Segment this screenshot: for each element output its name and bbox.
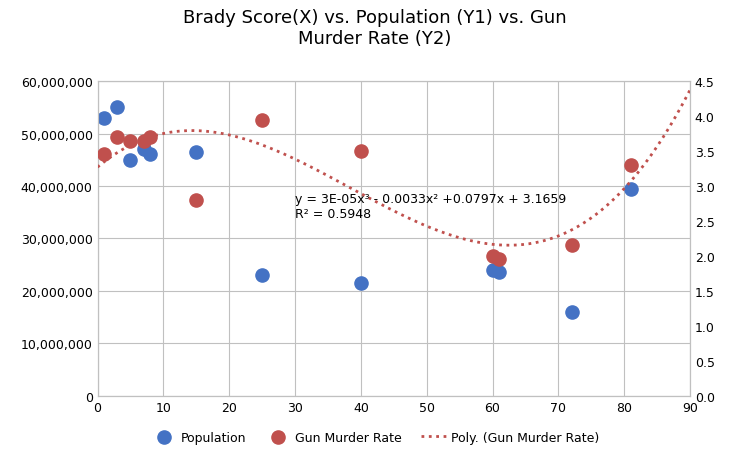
Poly. (Gun Murder Rate): [446, 233, 454, 238]
Population: [625, 186, 637, 193]
Population: [190, 149, 202, 156]
Population: [124, 157, 136, 164]
Gun Murder Rate: [355, 148, 367, 155]
Population: [493, 269, 505, 277]
Gun Murder Rate: [493, 256, 505, 263]
Population: [111, 104, 123, 111]
Population: [566, 308, 578, 316]
Poly. (Gun Murder Rate): [374, 201, 383, 207]
Population: [98, 115, 110, 122]
Gun Murder Rate: [487, 253, 499, 260]
Population: [137, 146, 149, 153]
Gun Murder Rate: [124, 137, 136, 145]
Gun Murder Rate: [566, 242, 578, 249]
Gun Murder Rate: [137, 137, 149, 145]
Text: y = 3E-05x³ - 0.0033x² +0.0797x + 3.1659
R² = 0.5948: y = 3E-05x³ - 0.0033x² +0.0797x + 3.1659…: [295, 193, 566, 221]
Population: [355, 280, 367, 287]
Line: Poly. (Gun Murder Rate): Poly. (Gun Murder Rate): [98, 91, 690, 246]
Poly. (Gun Murder Rate): [378, 203, 387, 208]
Poly. (Gun Murder Rate): [580, 220, 589, 226]
Poly. (Gun Murder Rate): [673, 112, 682, 118]
Gun Murder Rate: [144, 134, 156, 142]
Gun Murder Rate: [625, 162, 637, 169]
Legend: Population, Gun Murder Rate, Poly. (Gun Murder Rate): Population, Gun Murder Rate, Poly. (Gun …: [146, 426, 604, 449]
Population: [144, 152, 156, 159]
Poly. (Gun Murder Rate): [504, 243, 513, 248]
Text: Brady Score(X) vs. Population (Y1) vs. Gun
Murder Rate (Y2): Brady Score(X) vs. Population (Y1) vs. G…: [183, 9, 567, 48]
Gun Murder Rate: [256, 116, 268, 124]
Population: [256, 272, 268, 279]
Poly. (Gun Murder Rate): [93, 165, 102, 171]
Poly. (Gun Murder Rate): [413, 220, 422, 226]
Population: [487, 267, 499, 274]
Gun Murder Rate: [190, 197, 202, 204]
Gun Murder Rate: [111, 134, 123, 142]
Gun Murder Rate: [98, 152, 110, 159]
Poly. (Gun Murder Rate): [686, 88, 694, 93]
